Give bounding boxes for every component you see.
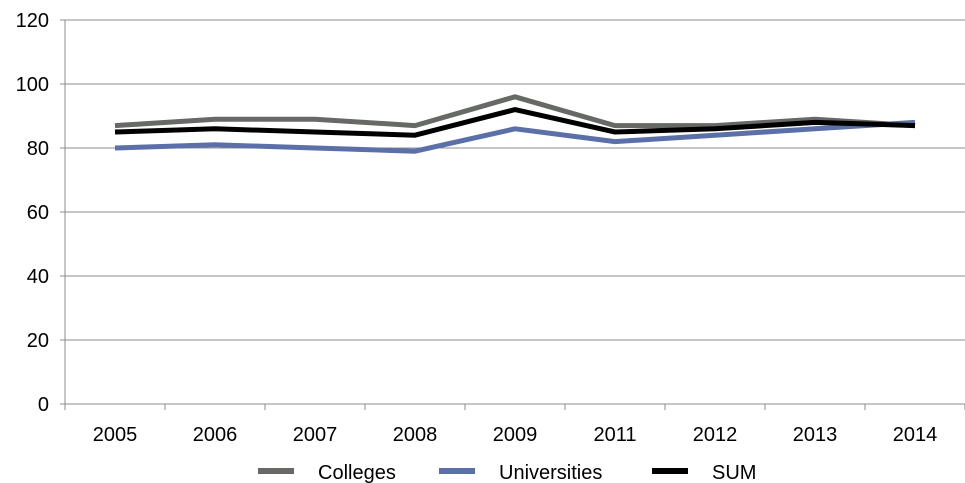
x-tick-labels: 2005 2006 2007 2008 2009 2011 2012 2013 2014: [93, 424, 938, 446]
x-tick-label: 2008: [393, 424, 438, 446]
series-line-colleges: [114, 94, 916, 129]
legend-item-colleges: Colleges: [258, 462, 396, 483]
y-tick-label: 20: [27, 330, 49, 352]
x-tick-label: 2014: [893, 424, 938, 446]
x-tick-label: 2007: [293, 424, 338, 446]
series-line-sum: [114, 107, 916, 138]
legend-item-sum: SUM: [652, 462, 756, 483]
axes: [60, 19, 965, 410]
x-tick-label: 2011: [593, 424, 636, 446]
x-tick-label: 2012: [693, 424, 738, 446]
series-line-universities: [114, 119, 916, 154]
y-tick-label: 0: [38, 394, 49, 416]
legend-item-universities: Universities: [439, 462, 602, 483]
y-tick-label: 60: [27, 202, 49, 224]
legend: Colleges Universities SUM: [258, 462, 756, 483]
y-tick-label: 100: [16, 74, 49, 96]
y-tick-label: 40: [27, 266, 49, 288]
x-tick-label: 2013: [793, 424, 838, 446]
legend-label: Colleges: [318, 462, 396, 483]
x-tick-label: 2005: [93, 424, 138, 446]
y-tick-label: 80: [27, 138, 49, 160]
x-tick-label: 2009: [493, 424, 538, 446]
y-tick-labels: 0 20 40 60 80 100 120: [16, 10, 49, 416]
y-tick-label: 120: [16, 10, 49, 32]
x-tick-label: 2006: [193, 424, 238, 446]
gridlines: [65, 19, 965, 341]
legend-label: SUM: [712, 462, 756, 483]
series-lines: [114, 94, 916, 154]
legend-label: Universities: [499, 462, 602, 483]
